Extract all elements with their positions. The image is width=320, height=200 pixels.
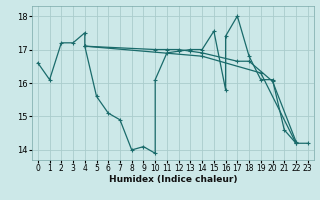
X-axis label: Humidex (Indice chaleur): Humidex (Indice chaleur) bbox=[108, 175, 237, 184]
